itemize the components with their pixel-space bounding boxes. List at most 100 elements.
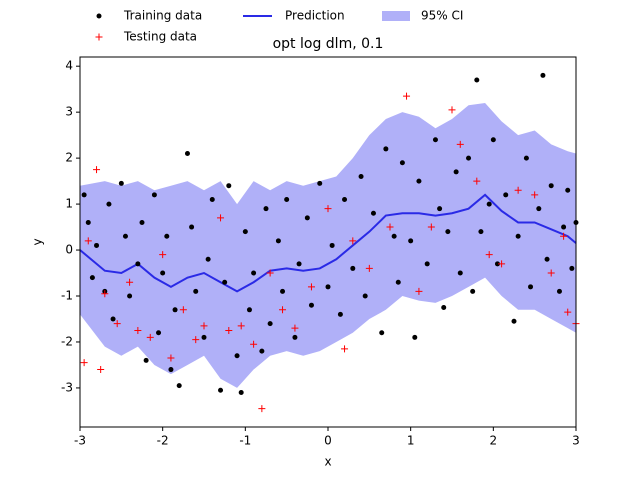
- x-axis-label: x: [324, 455, 331, 469]
- training-point: [453, 169, 459, 175]
- legend-marker: [95, 33, 103, 41]
- training-point: [528, 284, 534, 290]
- testing-point: [225, 326, 233, 334]
- training-point: [391, 233, 397, 239]
- ci-band: [80, 102, 576, 388]
- testing-point: [349, 237, 357, 245]
- training-point: [474, 77, 480, 83]
- testing-point: [473, 177, 481, 185]
- x-tick-label: 2: [490, 434, 498, 448]
- y-tick-label: -1: [61, 289, 73, 303]
- training-point: [408, 238, 414, 244]
- training-point: [441, 304, 447, 310]
- training-point: [118, 180, 124, 186]
- testing-point: [84, 237, 92, 245]
- training-point: [193, 288, 199, 294]
- testing-point: [448, 106, 456, 114]
- training-point: [383, 146, 389, 152]
- training-point: [470, 288, 476, 294]
- training-point: [437, 206, 443, 212]
- training-point: [164, 233, 170, 239]
- training-point: [201, 334, 207, 340]
- training-point: [515, 233, 521, 239]
- training-point: [432, 137, 438, 143]
- testing-point: [126, 278, 134, 286]
- testing-point: [307, 283, 315, 291]
- training-point: [445, 229, 451, 235]
- training-point: [308, 302, 314, 308]
- training-point: [172, 307, 178, 313]
- training-point: [350, 265, 356, 271]
- training-point: [168, 367, 174, 373]
- y-axis-label: y: [31, 238, 45, 245]
- y-tick-label: 4: [65, 59, 73, 73]
- testing-point: [564, 308, 572, 316]
- testing-point: [93, 166, 101, 174]
- training-point: [160, 270, 166, 276]
- testing-point: [146, 333, 154, 341]
- training-point: [238, 390, 244, 396]
- training-point: [139, 219, 145, 225]
- training-point: [81, 192, 87, 198]
- testing-point: [279, 306, 287, 314]
- testing-point: [403, 92, 411, 100]
- testing-point: [456, 140, 464, 148]
- legend-label: Testing data: [123, 30, 197, 44]
- training-point: [267, 321, 273, 327]
- training-point: [523, 155, 529, 161]
- training-point: [486, 201, 492, 207]
- training-point: [503, 192, 509, 198]
- training-point: [362, 293, 368, 299]
- testing-point: [250, 340, 258, 348]
- training-point: [329, 242, 335, 248]
- x-tick-label: -3: [74, 434, 86, 448]
- training-point: [85, 219, 91, 225]
- training-point: [284, 196, 290, 202]
- training-point: [189, 224, 195, 230]
- x-tick-label: 1: [407, 434, 415, 448]
- training-point: [548, 183, 554, 189]
- training-point: [127, 293, 133, 299]
- training-point: [337, 311, 343, 317]
- training-point: [156, 330, 162, 336]
- training-point: [412, 334, 418, 340]
- training-point: [370, 210, 376, 216]
- x-tick-label: 3: [572, 434, 580, 448]
- training-point: [251, 270, 257, 276]
- training-point: [176, 383, 182, 389]
- training-point: [205, 256, 211, 262]
- testing-point: [485, 251, 493, 259]
- legend-label: 95% CI: [421, 9, 463, 23]
- training-point: [342, 196, 348, 202]
- training-point: [263, 206, 269, 212]
- training-point: [259, 348, 265, 354]
- training-point: [569, 265, 575, 271]
- testing-point: [167, 354, 175, 362]
- x-tick-label: 0: [324, 434, 332, 448]
- training-point: [457, 270, 463, 276]
- training-point: [416, 178, 422, 184]
- training-point: [151, 192, 157, 198]
- training-point: [565, 187, 571, 193]
- training-point: [544, 256, 550, 262]
- y-tick-label: -2: [61, 334, 73, 348]
- testing-point: [324, 205, 332, 213]
- prediction-line: [79, 193, 577, 293]
- testing-point: [291, 324, 299, 332]
- testing-point: [237, 322, 245, 330]
- training-point: [143, 357, 149, 363]
- x-tick-label: -2: [157, 434, 169, 448]
- training-point: [218, 387, 224, 393]
- training-point: [424, 261, 430, 267]
- testing-point: [514, 186, 522, 194]
- testing-point: [200, 322, 208, 330]
- testing-point: [97, 366, 105, 374]
- testing-point: [113, 320, 121, 328]
- testing-point: [386, 223, 394, 231]
- y-tick-label: -3: [61, 380, 73, 394]
- testing-point: [266, 269, 274, 277]
- training-point: [106, 201, 112, 207]
- training-point: [395, 279, 401, 285]
- plot-area: [80, 102, 576, 388]
- training-point: [89, 275, 95, 281]
